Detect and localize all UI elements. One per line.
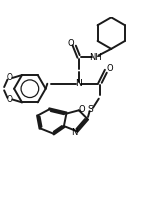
Text: N: N [76, 79, 82, 88]
Text: O: O [106, 64, 113, 73]
Text: S: S [88, 105, 93, 114]
Text: O: O [78, 105, 85, 114]
Text: O: O [67, 39, 74, 48]
Text: O: O [6, 95, 12, 104]
Text: NH: NH [89, 53, 102, 62]
Text: O: O [6, 73, 12, 82]
Text: N: N [71, 128, 77, 137]
